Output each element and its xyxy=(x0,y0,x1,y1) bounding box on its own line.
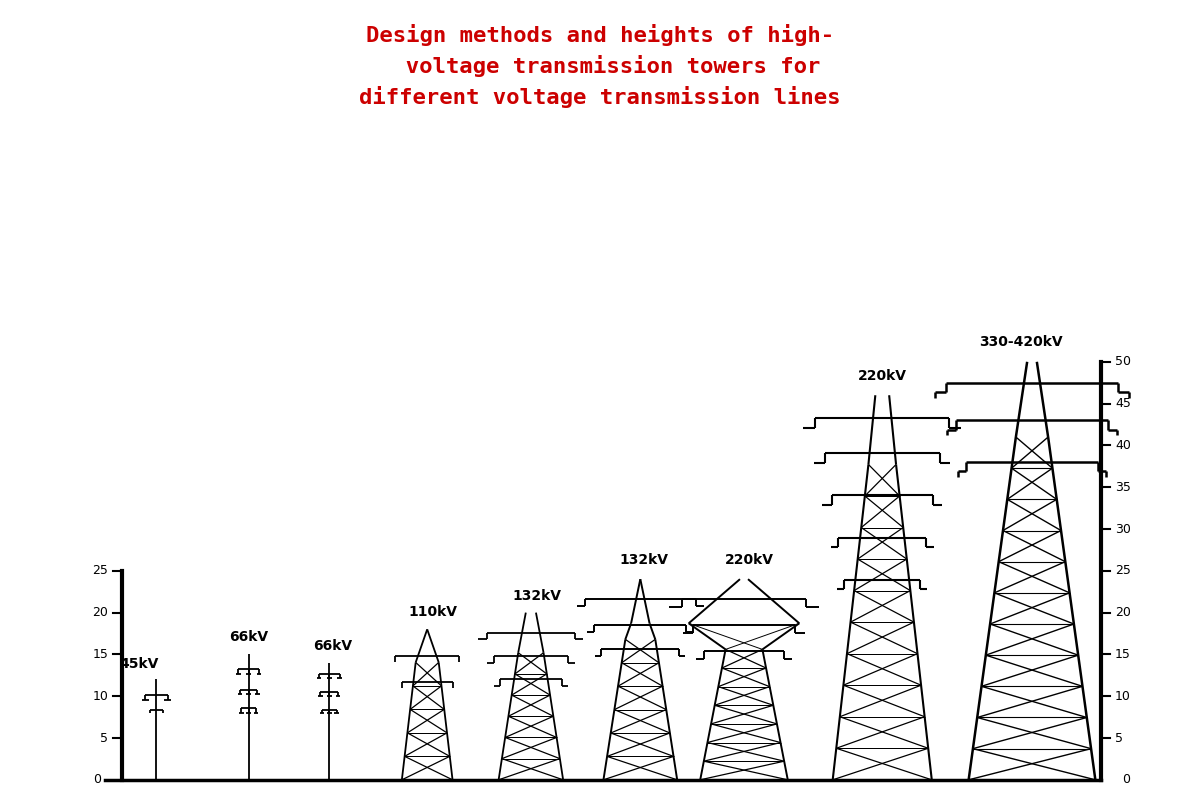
Text: 20: 20 xyxy=(1115,606,1130,619)
Text: 66kV: 66kV xyxy=(313,638,353,653)
Text: 35: 35 xyxy=(1115,481,1130,494)
Text: 5: 5 xyxy=(100,731,108,745)
Text: 0: 0 xyxy=(1122,774,1130,786)
Text: 15: 15 xyxy=(1115,648,1130,661)
Text: 45kV: 45kV xyxy=(120,657,158,671)
Text: 15: 15 xyxy=(92,648,108,661)
Text: 25: 25 xyxy=(92,564,108,578)
Text: 45: 45 xyxy=(1115,397,1130,410)
Text: 50: 50 xyxy=(1115,355,1130,368)
Text: 25: 25 xyxy=(1115,564,1130,578)
Text: 330-420kV: 330-420kV xyxy=(979,335,1062,350)
Text: 20: 20 xyxy=(92,606,108,619)
Text: Design methods and heights of high-
  voltage transmission towers for
different : Design methods and heights of high- volt… xyxy=(359,24,841,108)
Text: 220kV: 220kV xyxy=(858,369,907,382)
Text: 0: 0 xyxy=(94,774,101,786)
Text: 110kV: 110kV xyxy=(408,606,457,619)
Text: 10: 10 xyxy=(92,690,108,702)
Text: 220kV: 220kV xyxy=(725,553,774,566)
Text: 132kV: 132kV xyxy=(619,553,668,566)
Text: 10: 10 xyxy=(1115,690,1130,702)
Text: 30: 30 xyxy=(1115,522,1130,535)
Text: 40: 40 xyxy=(1115,439,1130,452)
Text: 5: 5 xyxy=(1115,731,1123,745)
Text: 66kV: 66kV xyxy=(229,630,269,644)
Text: 132kV: 132kV xyxy=(512,589,562,602)
